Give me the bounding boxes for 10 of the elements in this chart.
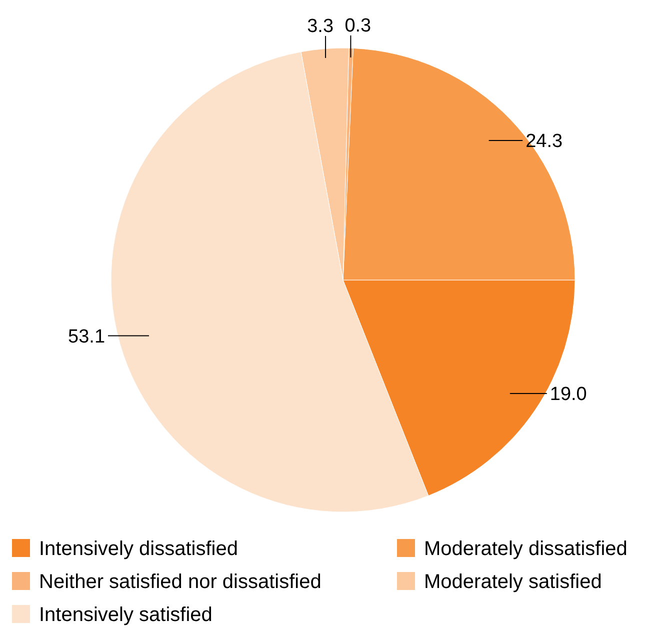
data-label: 24.3: [526, 131, 563, 152]
data-label: 19.0: [550, 384, 587, 406]
legend-label: Moderately satisfied: [424, 571, 602, 593]
data-label: 53.1: [68, 326, 106, 348]
legend-label: Intensively satisfied: [39, 604, 212, 626]
data-label: 3.3: [307, 16, 334, 37]
data-label: 0.3: [344, 15, 372, 36]
legend-label: Neither satisfied nor dissatisfied: [39, 571, 322, 593]
legend-label: Intensively dissatisfied: [39, 538, 238, 560]
legend-label: Moderately dissatisfied: [424, 538, 628, 560]
